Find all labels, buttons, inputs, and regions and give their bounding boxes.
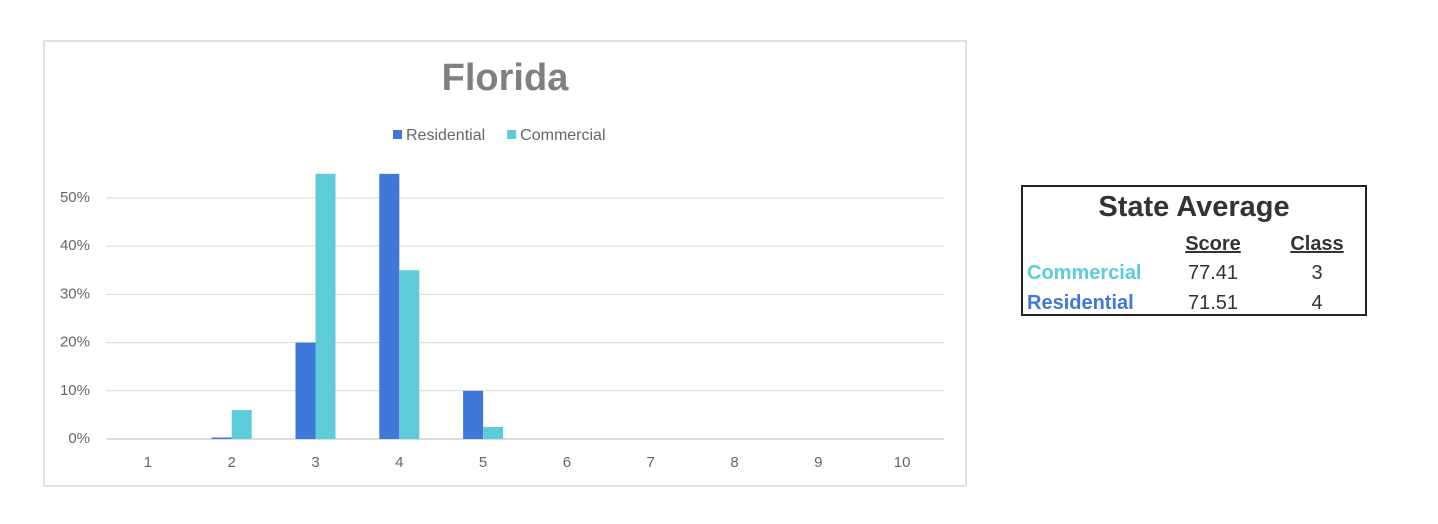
x-tick-label: 9 [814, 454, 822, 471]
chart-title: Florida [442, 57, 570, 99]
x-tick-label: 4 [395, 454, 403, 471]
bar [211, 437, 232, 439]
x-tick-label: 5 [479, 454, 487, 471]
cell: 4 [1311, 292, 1323, 314]
x-tick-label: 10 [894, 454, 911, 471]
row-label: Residential [1027, 292, 1134, 314]
summary-table: State Average Score Class Commercial 77.… [1021, 185, 1367, 316]
column-header: Score [1185, 233, 1241, 255]
cell: 77.41 [1187, 262, 1239, 284]
row-label: Commercial [1027, 262, 1142, 284]
y-tick-label: 40% [60, 237, 90, 254]
cell: 3 [1311, 262, 1323, 284]
y-tick-label: 50% [60, 189, 90, 206]
y-tick-label: 10% [60, 382, 90, 399]
legend-label: Commercial [520, 127, 605, 144]
x-tick-label: 1 [144, 454, 152, 471]
x-tick-label: 3 [311, 454, 319, 471]
bar [463, 390, 484, 439]
chart-frame [43, 40, 967, 487]
cell: 71.51 [1187, 292, 1239, 314]
bar [379, 173, 400, 440]
bar [231, 410, 252, 439]
x-tick-label: 6 [563, 454, 571, 471]
x-tick-label: 8 [730, 454, 738, 471]
legend-swatch [393, 130, 402, 139]
bar [295, 342, 316, 439]
bar [399, 270, 420, 439]
bar [315, 173, 336, 440]
x-tick-label: 2 [228, 454, 236, 471]
table-title: State Average [1098, 191, 1290, 223]
legend-swatch [507, 130, 517, 139]
bar [483, 426, 504, 439]
y-tick-label: 0% [68, 430, 90, 447]
legend-label: Residential [406, 127, 485, 144]
column-header: Class [1290, 233, 1344, 255]
chart: Florida 0% 10% 20% 30% 40% 50% 1 2 3 4 5 6 7 8 9 10 Resi… [43, 40, 967, 487]
x-tick-label: 7 [647, 454, 655, 471]
y-tick-label: 30% [60, 285, 90, 302]
y-tick-label: 20% [60, 334, 90, 351]
